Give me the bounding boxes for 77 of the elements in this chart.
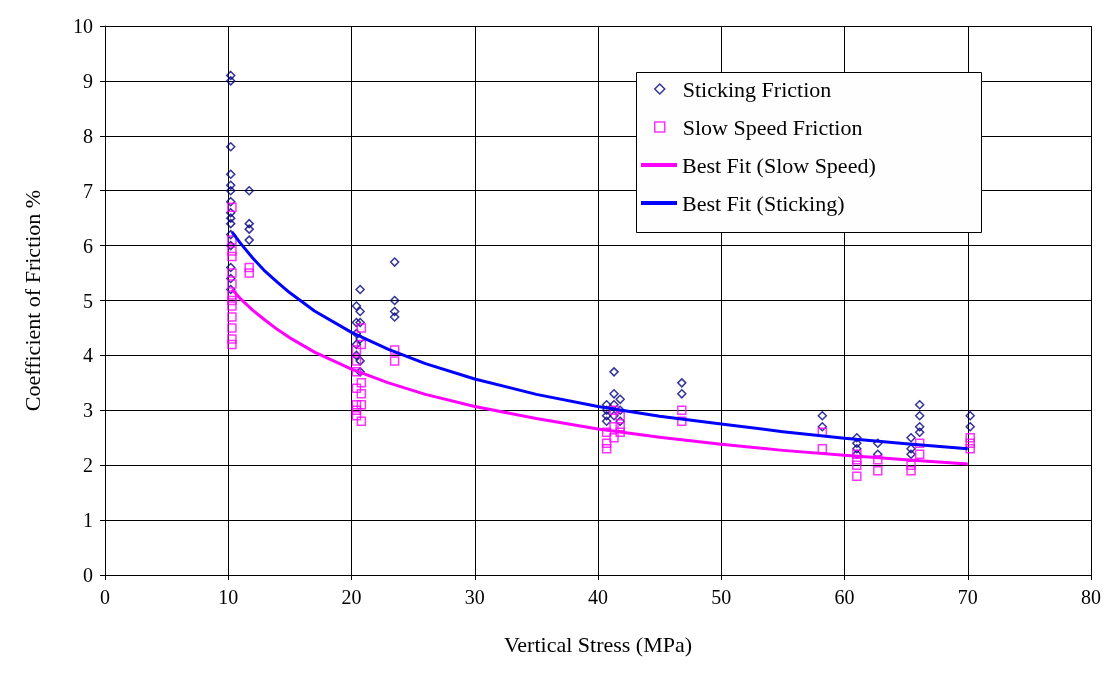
y-tick-label: 7 — [83, 179, 93, 202]
point — [677, 405, 687, 416]
point — [351, 345, 362, 355]
x-tick-label: 10 — [218, 586, 239, 608]
point — [852, 471, 862, 481]
point — [873, 465, 883, 476]
y-tick-label: 6 — [83, 234, 93, 257]
legend-label: Slow Speed Friction — [682, 114, 863, 140]
x-tick-label: 70 — [957, 586, 978, 608]
point — [906, 460, 916, 470]
point — [356, 416, 367, 427]
legend-label: Best Fit (Slow Speed) — [682, 152, 876, 178]
point — [965, 443, 975, 454]
point — [356, 323, 367, 333]
y-tick-label: 0 — [83, 564, 93, 586]
x-axis-title: Vertical Stress (MPa) — [503, 631, 693, 657]
legend-label: Sticking Friction — [682, 76, 832, 102]
point — [609, 433, 619, 443]
point — [227, 312, 237, 322]
point — [227, 301, 237, 311]
point — [244, 268, 254, 278]
point — [965, 433, 975, 443]
point — [609, 405, 619, 416]
point — [227, 235, 237, 245]
y-tick-label: 1 — [83, 509, 93, 532]
point — [227, 295, 237, 306]
point — [244, 262, 254, 273]
point — [227, 268, 237, 278]
x-tick-label: 40 — [588, 586, 608, 608]
point — [356, 389, 367, 399]
point — [906, 465, 916, 476]
point — [615, 422, 625, 432]
y-tick-label: 5 — [83, 289, 93, 312]
point — [351, 400, 362, 410]
x-tick-label: 20 — [341, 586, 362, 608]
y-tick-label: 2 — [83, 454, 93, 477]
point — [227, 246, 237, 256]
y-tick-label: 4 — [83, 344, 93, 367]
point — [351, 405, 362, 416]
x-tick-label: 50 — [711, 586, 732, 608]
y-axis-title: Coefficient of Friction % — [19, 189, 45, 412]
point — [873, 454, 883, 465]
point — [227, 202, 237, 212]
point — [389, 345, 400, 355]
y-tick-label: 8 — [83, 124, 93, 147]
point — [601, 427, 612, 438]
y-tick-label: 9 — [83, 69, 93, 92]
legend-label: Best Fit (Sticking) — [682, 190, 845, 216]
point — [914, 438, 925, 448]
point — [356, 378, 367, 388]
point — [601, 443, 612, 454]
point — [389, 356, 400, 366]
x-tick-label: 60 — [834, 586, 855, 608]
point — [227, 290, 237, 300]
point — [852, 460, 862, 470]
point — [601, 438, 612, 448]
point — [615, 427, 625, 438]
x-tick-label: 30 — [464, 586, 485, 608]
point — [356, 400, 367, 410]
point — [351, 356, 362, 366]
point — [227, 334, 237, 344]
point — [356, 339, 367, 350]
x-tick-label: 80 — [1081, 586, 1101, 608]
point — [351, 367, 362, 377]
point — [227, 323, 237, 333]
point — [351, 383, 362, 394]
point — [227, 339, 237, 350]
point — [965, 438, 975, 448]
y-tick-label: 3 — [83, 399, 93, 422]
point — [351, 411, 362, 421]
point — [615, 411, 625, 421]
y-tick-label: 10 — [73, 15, 93, 37]
x-tick-label: 0 — [100, 586, 110, 608]
point — [227, 279, 237, 289]
point — [914, 449, 925, 459]
point — [227, 251, 237, 262]
point — [817, 443, 828, 454]
